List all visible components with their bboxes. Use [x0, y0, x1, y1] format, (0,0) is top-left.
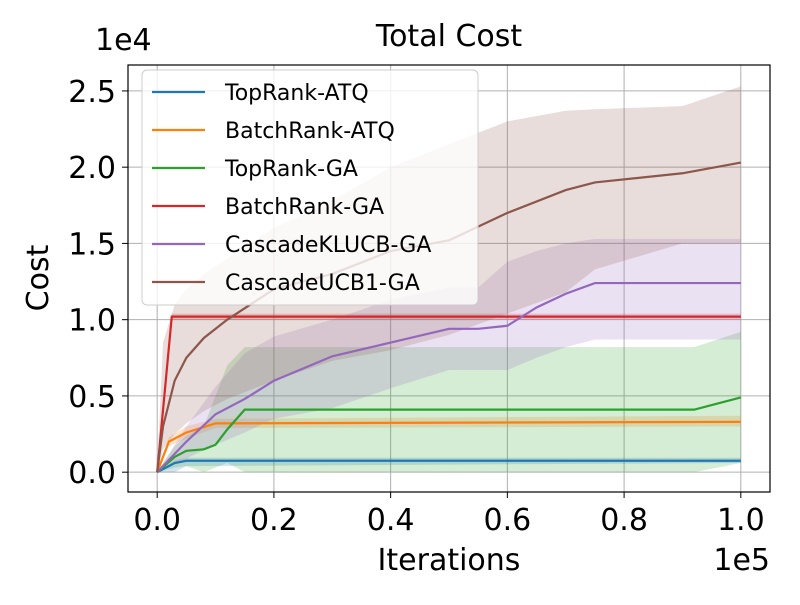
- x-tick-label: 0.2: [250, 503, 298, 538]
- x-tick-label: 0.0: [133, 503, 181, 538]
- y-tick-label: 0.0: [68, 456, 116, 491]
- legend-label-toprank-ga: TopRank-GA: [224, 157, 358, 182]
- x-offset-label: 1e5: [713, 543, 770, 578]
- y-axis-ticks: 0.0 0.5 1.0 1.5 2.0 2.5: [68, 75, 128, 491]
- x-tick-label: 1.0: [717, 503, 765, 538]
- legend-label-batchrank-atq: BatchRank-ATQ: [225, 119, 395, 144]
- y-tick-label: 1.5: [68, 227, 116, 262]
- legend-label-cascadeucb1-ga: CascadeUCB1-GA: [225, 271, 420, 296]
- y-tick-label: 2.0: [68, 151, 116, 186]
- x-tick-label: 0.6: [484, 503, 532, 538]
- y-tick-label: 0.5: [68, 380, 116, 415]
- x-tick-label: 0.8: [600, 503, 648, 538]
- y-tick-label: 1.0: [68, 304, 116, 339]
- line-batchrank-ga: [156, 315, 741, 473]
- line-toprank-atq: [156, 459, 741, 474]
- legend: TopRank-ATQ BatchRank-ATQ TopRank-GA BatchR…: [141, 69, 479, 306]
- line-toprank-ga: [156, 396, 742, 474]
- legend-label-toprank-atq: TopRank-ATQ: [224, 81, 369, 106]
- y-tick-label: 2.5: [68, 75, 116, 110]
- band-toprank-ga: [157, 331, 741, 473]
- legend-label-cascadeklucb-ga: CascadeKLUCB-GA: [225, 233, 431, 258]
- y-axis-label: Cost: [21, 244, 56, 311]
- line-cascadeklucb-ga: [156, 281, 741, 473]
- legend-label-batchrank-ga: BatchRank-GA: [225, 195, 384, 220]
- series-lines: [156, 161, 742, 474]
- x-axis-ticks: 0.0 0.2 0.4 0.6 0.8 1.0: [133, 492, 765, 538]
- x-tick-label: 0.4: [367, 503, 415, 538]
- y-offset-label: 1e4: [95, 23, 152, 58]
- line-batchrank-atq: [156, 420, 741, 473]
- chart-title: Total Cost: [375, 19, 523, 54]
- x-axis-label: Iterations: [378, 543, 521, 578]
- plot-frame: [127, 64, 771, 493]
- band-cascadeklucb-ga: [157, 238, 741, 473]
